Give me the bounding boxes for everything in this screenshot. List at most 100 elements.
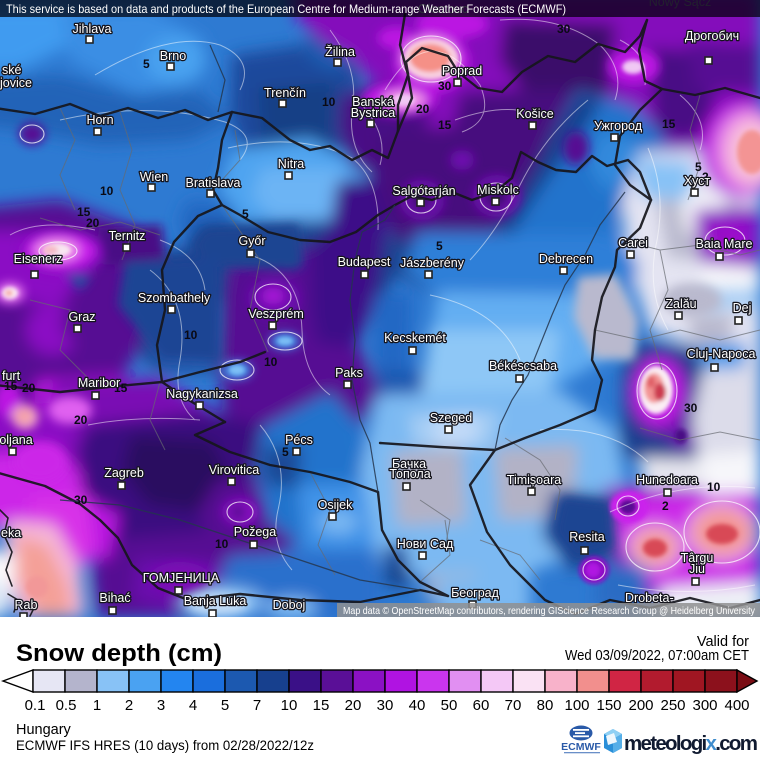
svg-text:5: 5 bbox=[143, 57, 150, 71]
svg-text:Map data © OpenStreetMap contr: Map data © OpenStreetMap contributors, r… bbox=[343, 605, 756, 617]
svg-text:meteologix.com: meteologix.com bbox=[624, 732, 757, 755]
svg-text:70: 70 bbox=[505, 697, 522, 714]
svg-text:Топола: Топола bbox=[389, 467, 430, 481]
svg-text:4: 4 bbox=[189, 697, 197, 714]
svg-text:30: 30 bbox=[377, 697, 394, 714]
svg-text:Szeged: Szeged bbox=[430, 411, 472, 425]
svg-text:30: 30 bbox=[74, 493, 88, 507]
svg-text:Cluj-Napoca: Cluj-Napoca bbox=[687, 347, 756, 361]
svg-text:Београд: Београд bbox=[451, 586, 500, 600]
svg-text:2: 2 bbox=[662, 499, 669, 513]
svg-text:ГОМЈЕНИЦА: ГОМЈЕНИЦА bbox=[143, 571, 220, 585]
svg-text:Bratislava: Bratislava bbox=[186, 176, 241, 190]
svg-text:10: 10 bbox=[184, 328, 198, 342]
svg-text:20: 20 bbox=[86, 216, 100, 230]
svg-text:Banja Luka: Banja Luka bbox=[184, 594, 247, 608]
svg-text:3: 3 bbox=[157, 697, 165, 714]
svg-text:Ternitz: Ternitz bbox=[109, 229, 146, 243]
svg-text:20: 20 bbox=[345, 697, 362, 714]
svg-text:Zagreb: Zagreb bbox=[104, 466, 144, 480]
svg-text:15: 15 bbox=[313, 697, 330, 714]
svg-text:200: 200 bbox=[628, 697, 653, 714]
svg-text:7: 7 bbox=[253, 697, 261, 714]
svg-text:Győr: Győr bbox=[238, 234, 265, 248]
svg-text:Virovitica: Virovitica bbox=[209, 463, 260, 477]
svg-text:5: 5 bbox=[282, 445, 289, 459]
svg-text:Нови Сад: Нови Сад bbox=[397, 537, 454, 551]
svg-text:Graz: Graz bbox=[68, 310, 95, 324]
svg-text:Paks: Paks bbox=[335, 366, 363, 380]
svg-text:This service is based on data: This service is based on data and produc… bbox=[6, 2, 566, 16]
svg-text:Хуст: Хуст bbox=[684, 174, 710, 188]
svg-text:10: 10 bbox=[264, 355, 278, 369]
svg-text:Miskolc: Miskolc bbox=[477, 183, 519, 197]
svg-text:Dej: Dej bbox=[733, 301, 752, 315]
svg-text:jovice: jovice bbox=[0, 76, 32, 90]
svg-text:Békéscsaba: Békéscsaba bbox=[489, 359, 557, 373]
svg-text:40: 40 bbox=[409, 697, 426, 714]
svg-text:Rab: Rab bbox=[15, 598, 38, 612]
svg-text:oljana: oljana bbox=[0, 433, 33, 447]
svg-text:Pécs: Pécs bbox=[285, 433, 313, 447]
svg-text:Osijek: Osijek bbox=[318, 498, 353, 512]
svg-text:Bystrica: Bystrica bbox=[351, 106, 396, 120]
svg-text:Trenčín: Trenčín bbox=[264, 86, 306, 100]
svg-text:10: 10 bbox=[100, 184, 114, 198]
svg-text:10: 10 bbox=[215, 537, 229, 551]
svg-text:15: 15 bbox=[662, 117, 676, 131]
svg-text:300: 300 bbox=[692, 697, 717, 714]
svg-text:Baia Mare: Baia Mare bbox=[696, 237, 753, 251]
svg-text:Zalău: Zalău bbox=[665, 297, 696, 311]
svg-text:Snow depth (cm): Snow depth (cm) bbox=[16, 640, 222, 667]
svg-text:Jászberény: Jászberény bbox=[400, 256, 465, 270]
svg-text:15: 15 bbox=[438, 118, 452, 132]
svg-text:Resita: Resita bbox=[569, 530, 604, 544]
svg-text:Brno: Brno bbox=[160, 49, 186, 63]
svg-text:30: 30 bbox=[684, 401, 698, 415]
svg-text:10: 10 bbox=[707, 480, 721, 494]
svg-text:Hunedoara: Hunedoara bbox=[636, 473, 698, 487]
svg-text:Kecskemét: Kecskemét bbox=[384, 331, 446, 345]
svg-text:Hungary: Hungary bbox=[16, 722, 72, 738]
svg-text:5: 5 bbox=[242, 207, 249, 221]
svg-text:Nitra: Nitra bbox=[278, 157, 304, 171]
svg-text:Carei: Carei bbox=[618, 236, 648, 250]
svg-text:Veszprém: Veszprém bbox=[248, 307, 304, 321]
svg-text:Jihlava: Jihlava bbox=[73, 22, 112, 36]
svg-text:Budapest: Budapest bbox=[338, 255, 391, 269]
svg-text:Bihać: Bihać bbox=[99, 591, 130, 605]
svg-text:Drobeta-: Drobeta- bbox=[625, 591, 674, 605]
svg-text:Jiu: Jiu bbox=[689, 562, 705, 576]
svg-text:150: 150 bbox=[596, 697, 621, 714]
svg-text:Debrecen: Debrecen bbox=[539, 252, 593, 266]
svg-text:Eisenerz: Eisenerz bbox=[14, 252, 63, 266]
svg-text:Horn: Horn bbox=[86, 113, 113, 127]
svg-text:100: 100 bbox=[564, 697, 589, 714]
svg-text:400: 400 bbox=[724, 697, 749, 714]
svg-text:Wien: Wien bbox=[140, 170, 169, 184]
svg-text:5: 5 bbox=[221, 697, 229, 714]
svg-text:ské: ské bbox=[2, 63, 22, 77]
svg-text:Wed 03/09/2022, 07:00am CET: Wed 03/09/2022, 07:00am CET bbox=[565, 648, 749, 664]
svg-text:10: 10 bbox=[322, 95, 336, 109]
svg-text:30: 30 bbox=[557, 22, 571, 36]
svg-text:20: 20 bbox=[416, 102, 430, 116]
svg-text:20: 20 bbox=[74, 413, 88, 427]
svg-text:Žilina: Žilina bbox=[325, 44, 355, 59]
svg-text:Salgótarján: Salgótarján bbox=[392, 184, 455, 198]
svg-text:Дрогобич: Дрогобич bbox=[685, 29, 739, 43]
svg-text:50: 50 bbox=[441, 697, 458, 714]
svg-text:250: 250 bbox=[660, 697, 685, 714]
svg-text:15: 15 bbox=[77, 205, 91, 219]
svg-text:Nagykanizsa: Nagykanizsa bbox=[166, 387, 238, 401]
svg-text:5: 5 bbox=[695, 160, 702, 174]
svg-text:20: 20 bbox=[22, 381, 36, 395]
svg-text:Timișoara: Timișoara bbox=[507, 473, 561, 487]
svg-text:ECMWF: ECMWF bbox=[561, 741, 601, 753]
svg-text:0.5: 0.5 bbox=[56, 697, 77, 714]
svg-text:Târgu: Târgu bbox=[681, 551, 714, 565]
svg-text:furt: furt bbox=[2, 369, 21, 383]
svg-text:eka: eka bbox=[1, 526, 21, 540]
svg-text:0.1: 0.1 bbox=[25, 697, 46, 714]
svg-text:15: 15 bbox=[4, 379, 18, 393]
